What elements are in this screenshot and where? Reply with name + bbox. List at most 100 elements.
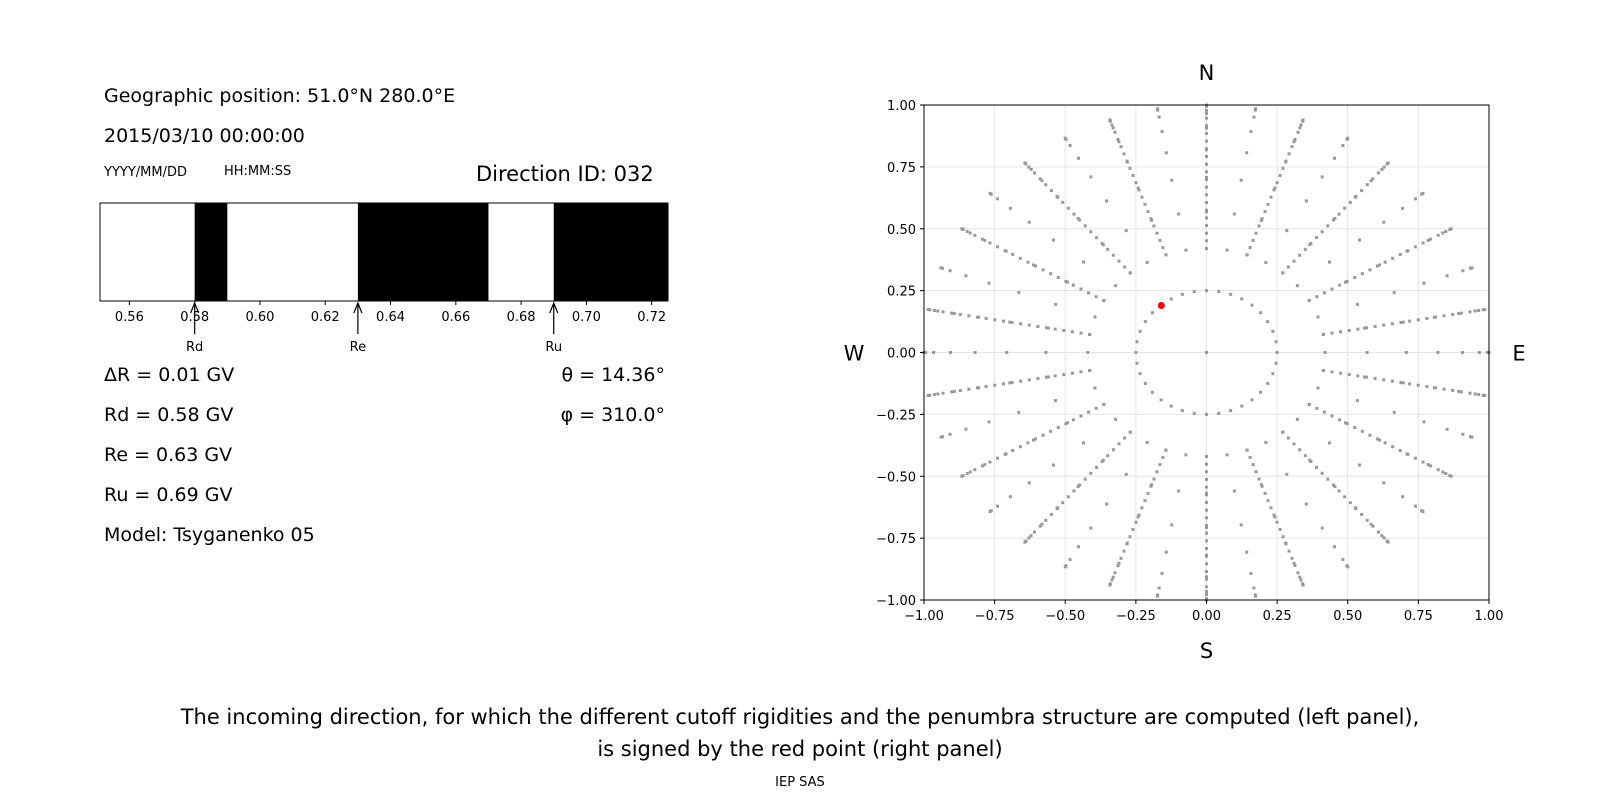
grid-point [1164,253,1168,257]
grid-point [1383,441,1387,445]
grid-point [1260,484,1264,488]
grid-point [1128,430,1132,434]
grid-point [1322,291,1326,295]
grid-point [1229,292,1233,296]
x-tick-label: 0.62 [311,310,340,325]
grid-point [1281,535,1285,539]
grid-point [1345,279,1349,283]
grid-point [1205,247,1208,251]
phi-value: φ = 310.0° [560,404,665,426]
grid-point [1093,386,1097,390]
grid-point [1360,272,1364,276]
grid-point [950,390,954,394]
grid-point [1376,264,1380,268]
grid-point [1105,502,1109,506]
grid-point [939,435,943,439]
grid-point [1010,381,1014,385]
grid-point [1108,583,1112,587]
grid-point [1053,374,1057,378]
grid-point [1108,118,1112,122]
grid-point [1382,220,1386,224]
grid-point [1008,320,1012,324]
compass-labels: N S W E [844,61,1526,663]
grid-point [1380,167,1384,171]
grid-point [1299,123,1303,127]
grid-point [1290,556,1294,560]
grid-point [1143,499,1147,503]
grid-point [1205,162,1208,166]
grid-point [1036,377,1040,381]
grid-point [1027,220,1031,224]
grid-point [1295,417,1299,421]
grid-point [1155,594,1159,598]
grid-point [1420,192,1424,196]
grid-point [977,315,981,319]
grid-point [1284,160,1288,164]
grid-point [1105,199,1109,203]
grid-point [1094,295,1098,299]
grid-point [1399,381,1403,385]
grid-point [1360,189,1364,193]
grid-point [1040,522,1044,526]
grid-point [1263,210,1267,214]
grid-point [1483,308,1487,312]
grid-point [1487,351,1491,354]
grid-point [1046,326,1050,330]
grid-point [983,238,987,242]
grid-point [1029,534,1033,538]
grid-point [1018,445,1022,449]
grid-point [1205,177,1208,181]
rd-marker-label: Rd [186,340,203,355]
grid-point [1102,299,1106,303]
grid-point [1108,582,1112,586]
grid-point [993,383,997,387]
grid-point [1008,381,1012,385]
y-tick-label: 1.00 [887,99,916,114]
grid-point [1070,371,1074,375]
grid-point [993,318,997,322]
grid-point [1295,284,1299,288]
grid-point [1033,530,1037,534]
grid-point [1380,534,1384,538]
grid-point [1331,483,1335,487]
model-name: Model: Tsyganenko 05 [104,524,315,546]
grid-point [1170,178,1174,182]
grid-point [1076,156,1080,160]
grid-point [1102,402,1106,406]
grid-point [1087,410,1091,414]
grid-point [977,386,981,390]
caption-line-1: The incoming direction, for which the di… [180,705,1420,729]
grid-point [1177,489,1181,493]
grid-point [1254,231,1258,235]
grid-point [1363,326,1367,330]
grid-point [1064,422,1068,426]
grid-point [1421,460,1425,464]
grid-point [1094,406,1098,410]
grid-point [1485,351,1489,354]
grid-point [1117,442,1121,446]
grid-point [1442,314,1446,318]
grid-point [1056,195,1060,199]
grid-point [1353,195,1357,199]
grid-point [1245,448,1249,452]
grid-point [1205,524,1208,528]
grid-point [1281,271,1285,275]
grid-point [1205,108,1208,112]
grid-point [1266,320,1270,324]
grid-point [926,393,930,397]
grid-point [1005,351,1009,354]
grid-point [1307,402,1311,406]
grid-point [1070,330,1074,334]
grid-point [1205,539,1208,543]
grid-point [1184,453,1188,457]
grid-point [1205,500,1208,504]
grid-point [973,351,977,354]
grid-point [1301,119,1305,123]
grid-point [1027,323,1031,327]
grid-point [1087,291,1091,295]
grid-point [1457,312,1461,316]
grid-point [1124,472,1128,476]
grid-point [1257,224,1261,228]
grid-point [1044,351,1048,354]
grid-point [1483,393,1487,397]
